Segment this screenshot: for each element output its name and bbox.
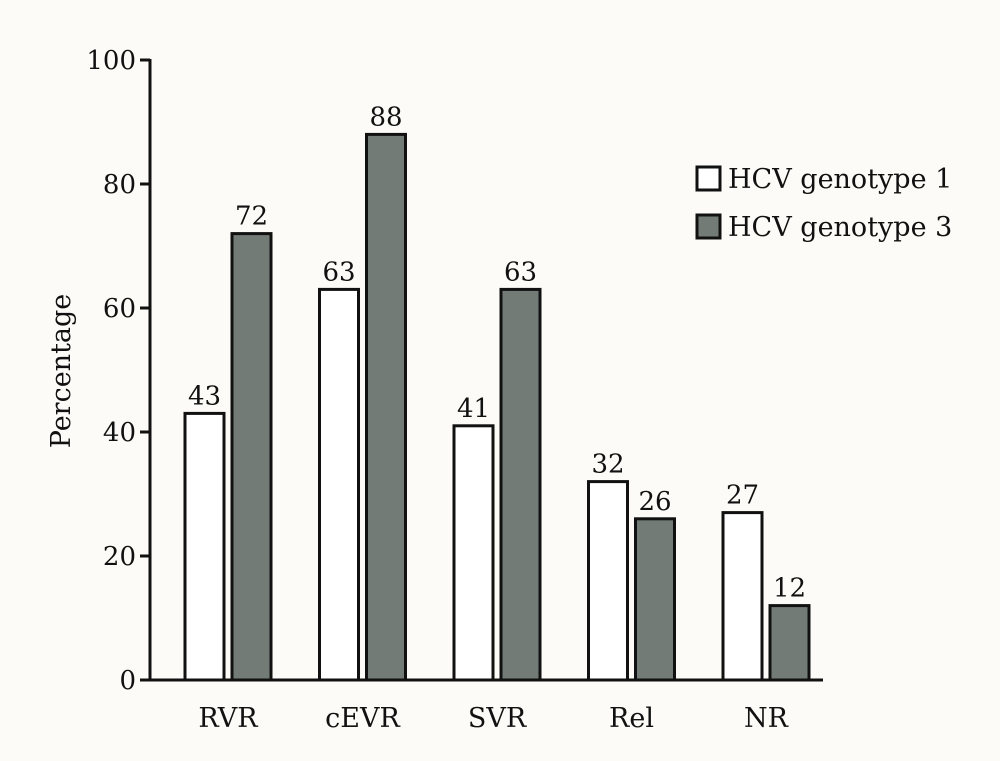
bar-nr-series-1 [721, 511, 764, 682]
bar-cevr-series-1 [318, 287, 360, 682]
bar-nr-series-2 [768, 604, 811, 682]
x-category-label: NR [744, 703, 789, 734]
y-tick-label: 80 [103, 170, 136, 200]
x-category-label: Rel [609, 703, 654, 734]
y-tick-label: 60 [103, 294, 136, 324]
legend-label-series-1: HCV genotype 1 [728, 164, 952, 195]
bar-svr-series-2 [499, 287, 542, 682]
y-tick-label: 100 [86, 46, 136, 76]
y-tick-label: 20 [103, 542, 136, 572]
bar-rel-series-1 [587, 480, 629, 682]
bar-value-label: 32 [591, 450, 624, 480]
x-labels-group: RVR cEVR SVR Rel NR [198, 703, 788, 734]
bar-value-label: 63 [322, 257, 355, 287]
bar-value-label: 26 [638, 487, 671, 517]
bar-rvr-series-2 [230, 232, 273, 682]
y-axis-title: Percentage [46, 294, 77, 449]
legend-swatch-series-1 [695, 165, 722, 192]
legend: HCV genotype 1 HCV genotype 3 [695, 164, 952, 243]
bar-rvr-series-1 [183, 411, 226, 682]
value-labels-group: 43 72 63 88 41 63 32 26 27 12 [188, 102, 806, 603]
y-tick-label: 40 [103, 418, 136, 448]
bars-group [183, 132, 811, 682]
bar-value-label: 72 [235, 202, 268, 232]
y-ticks-group: 0 20 40 60 80 100 [86, 46, 150, 696]
bar-value-label: 12 [773, 574, 806, 604]
bar-svr-series-1 [452, 424, 495, 682]
x-category-label: cEVR [325, 703, 400, 734]
axes-group [148, 59, 823, 682]
bar-value-label: 88 [369, 102, 402, 132]
bar-value-label: 43 [188, 381, 221, 411]
bar-value-label: 63 [504, 257, 537, 287]
legend-label-series-2: HCV genotype 3 [728, 212, 952, 243]
y-tick-label: 0 [119, 666, 136, 696]
legend-swatch-series-2 [695, 213, 722, 240]
bar-value-label: 27 [726, 481, 759, 511]
x-category-label: RVR [198, 703, 258, 734]
bar-rel-series-2 [634, 517, 676, 682]
x-category-label: SVR [468, 703, 527, 734]
bar-cevr-series-2 [365, 132, 407, 682]
bar-value-label: 41 [457, 394, 490, 424]
